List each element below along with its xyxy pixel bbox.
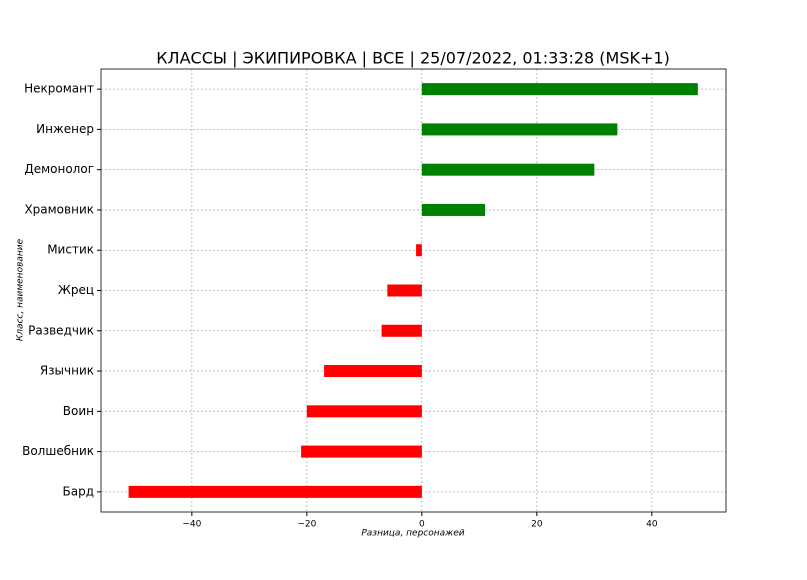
y-tick-label: Разведчик [28,323,94,337]
x-axis-label: Разница, персонажей [361,529,464,539]
y-tick-label: Язычник [40,364,94,378]
y-axis-label: Класс, наименование [16,238,26,341]
bar [381,324,422,337]
y-tick-label: Некромант [24,82,94,96]
bar [306,405,422,418]
x-tick-label: 0 [419,520,425,530]
x-tick-label: 20 [531,520,543,530]
y-tick-label: Храмовник [24,202,94,216]
x-tick-label: 40 [646,520,658,530]
x-tick-label: −20 [297,520,316,530]
bar [324,365,422,378]
bar [421,203,486,216]
y-tick-label: Воин [63,404,94,418]
bar [128,485,422,498]
y-tick-label: Бард [63,484,95,498]
plot-frame [100,68,727,513]
bar [421,123,618,136]
y-tick-label: Жрец [58,283,94,297]
chart-title: КЛАССЫ | ЭКИПИРОВКА | ВСЕ | 25/07/2022, … [156,49,670,68]
bar [387,284,422,297]
y-tick-label: Мистик [47,243,94,257]
y-tick-label: Демонолог [24,162,94,176]
bar [421,163,595,176]
bar [421,83,698,96]
bar [301,445,422,458]
bar [416,244,422,257]
x-tick-label: −40 [182,520,201,530]
y-tick-label: Волшебник [22,444,94,458]
y-tick-label: Инженер [36,122,94,136]
